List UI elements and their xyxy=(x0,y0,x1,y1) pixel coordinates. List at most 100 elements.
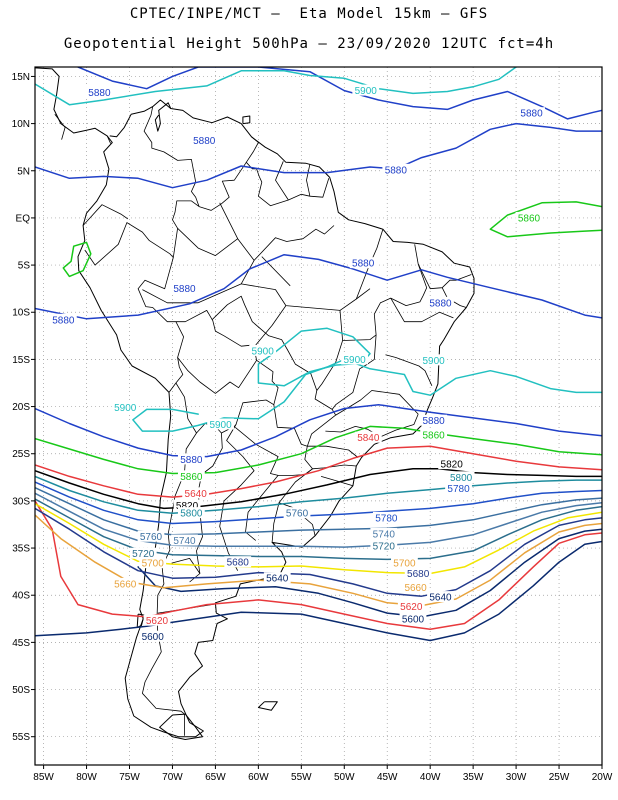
contour-label-bg xyxy=(382,163,410,175)
political-border xyxy=(177,357,257,394)
contour-label-bg xyxy=(399,612,427,624)
contour-label: 5880 xyxy=(429,298,452,309)
contour-label-bg xyxy=(515,211,543,223)
political-border xyxy=(278,468,316,536)
contour-5600 xyxy=(35,540,602,642)
y-tick-label: 45S xyxy=(12,638,30,649)
x-tick-label: 50W xyxy=(334,772,355,783)
contour-label-bg xyxy=(137,530,165,542)
contour-label: 5680 xyxy=(227,558,250,569)
contour-label-bg xyxy=(370,540,398,552)
contour-label: 5820 xyxy=(441,460,464,471)
contour-label-bg xyxy=(177,453,205,465)
contour-label: 5660 xyxy=(114,579,137,590)
political-border xyxy=(171,558,201,574)
contour-label-bg xyxy=(129,547,157,559)
plot-background xyxy=(35,67,602,765)
contour-label-bg xyxy=(420,414,448,426)
contour-label: 5640 xyxy=(185,489,208,500)
y-tick-label: 15S xyxy=(12,355,30,366)
contour-label: 5680 xyxy=(407,569,430,580)
x-tick-label: 45W xyxy=(377,772,398,783)
contour-5860 xyxy=(35,425,602,475)
contour-label-bg xyxy=(349,257,377,269)
contour-label: 5840 xyxy=(357,433,380,444)
plot-frame xyxy=(34,66,603,766)
contour-5760 xyxy=(35,486,602,536)
contour-label: 5900 xyxy=(343,355,366,366)
contour-label-bg xyxy=(171,282,198,294)
contour-5660 xyxy=(35,514,602,607)
contour-label-bg xyxy=(177,470,205,482)
contour-5620 xyxy=(35,500,602,630)
contour-label-bg xyxy=(111,401,139,413)
y-tick-label: 20S xyxy=(12,402,30,413)
contour-label: 5900 xyxy=(252,346,275,357)
contour-label: 5740 xyxy=(173,536,196,547)
coastline xyxy=(242,115,251,125)
contour-label: 5600 xyxy=(142,632,165,643)
y-tick-label: 10N xyxy=(12,119,30,130)
contour-5740 xyxy=(35,492,602,548)
contour-label: 5880 xyxy=(88,88,111,99)
x-tick-label: 85W xyxy=(33,772,54,783)
contour-label-bg xyxy=(111,577,139,589)
contour-label: 5880 xyxy=(385,165,408,176)
contour-label: 5880 xyxy=(520,109,543,120)
contour-5700 xyxy=(35,502,602,575)
x-tick-label: 35W xyxy=(463,772,484,783)
political-border xyxy=(137,257,184,393)
contour-label-bg xyxy=(391,557,418,569)
contour-label: 5760 xyxy=(140,532,163,543)
political-border xyxy=(385,354,433,386)
contour-label: 5640 xyxy=(266,574,289,585)
contour-label: 5700 xyxy=(393,559,416,570)
contour-label-bg xyxy=(249,344,277,356)
contour-label-bg xyxy=(171,534,198,546)
x-tick-label: 75W xyxy=(119,772,140,783)
political-border xyxy=(142,432,197,715)
contour-label: 5620 xyxy=(146,616,169,627)
x-tick-label: 80W xyxy=(76,772,97,783)
contour-label-bg xyxy=(207,418,234,430)
contour-label: 5900 xyxy=(209,420,232,431)
political-border xyxy=(312,464,357,470)
contour-label-bg xyxy=(139,557,167,569)
x-tick-label: 30W xyxy=(506,772,527,783)
coastline xyxy=(257,701,278,711)
contour-label: 5800 xyxy=(450,473,473,484)
contour-5800 xyxy=(35,475,602,514)
contour-label: 5740 xyxy=(373,529,396,540)
contour-label: 5900 xyxy=(422,356,445,367)
political-border xyxy=(142,283,371,311)
contour-label: 5720 xyxy=(132,549,155,560)
contour-label: 5820 xyxy=(176,501,199,512)
contour-label-bg xyxy=(224,556,252,568)
contour-label-bg xyxy=(447,471,475,483)
contour-label: 5880 xyxy=(52,315,75,326)
contour-5880 xyxy=(35,253,602,320)
political-border xyxy=(390,297,454,323)
political-border xyxy=(320,476,354,487)
contour-label-bg xyxy=(427,591,454,603)
contour-label-bg xyxy=(372,511,400,523)
political-border xyxy=(245,475,279,541)
x-tick-label: 60W xyxy=(248,772,269,783)
x-tick-label: 40W xyxy=(420,772,441,783)
contour-label: 5700 xyxy=(142,559,165,570)
contour-label-bg xyxy=(397,600,425,612)
contour-5880 xyxy=(35,403,602,458)
contour-label: 5900 xyxy=(355,86,378,97)
y-tick-label: 5N xyxy=(17,166,30,177)
x-tick-label: 65W xyxy=(205,772,226,783)
contour-5860 xyxy=(62,241,92,278)
political-border xyxy=(54,113,66,140)
political-border xyxy=(342,244,428,341)
y-tick-label: 10S xyxy=(12,308,30,319)
y-tick-label: EQ xyxy=(16,213,31,224)
contour-label-bg xyxy=(404,567,432,579)
contour-5820 xyxy=(35,468,602,510)
contour-label: 5880 xyxy=(193,136,216,147)
coastline xyxy=(154,102,172,132)
political-border xyxy=(252,305,287,349)
